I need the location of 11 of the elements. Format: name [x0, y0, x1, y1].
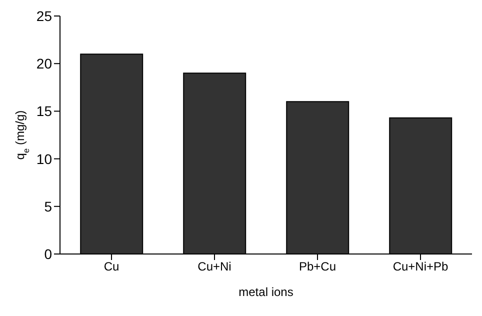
y-tick-label: 25 [36, 8, 52, 24]
x-tick-label: Cu+Ni [198, 260, 232, 274]
y-tick-label: 15 [36, 103, 52, 120]
y-tick-label: 10 [36, 150, 52, 167]
x-axis-title: metal ions [238, 285, 294, 299]
x-tick-label: Cu [104, 260, 120, 274]
y-tick-label: 5 [44, 198, 52, 214]
y-tick-label: 0 [44, 246, 52, 262]
x-tick-label: Pb+Cu [298, 260, 336, 274]
x-tick-label: Cu+Ni+Pb [392, 260, 449, 274]
y-tick-label: 20 [36, 56, 52, 72]
